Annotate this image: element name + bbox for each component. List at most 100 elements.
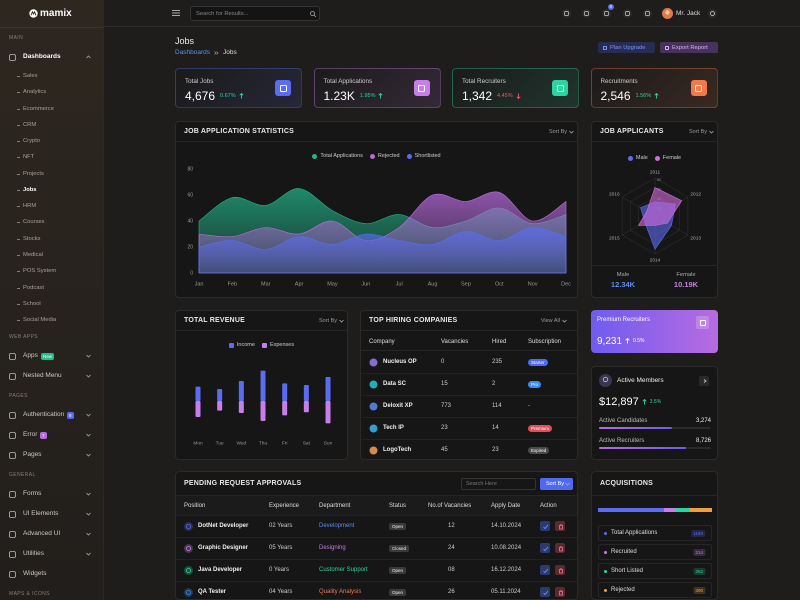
legend-swatch <box>228 342 234 348</box>
bar <box>238 401 244 413</box>
menu-item[interactable]: Dashboards <box>23 53 61 60</box>
card-divider <box>592 495 717 496</box>
submenu-item[interactable]: POS System <box>23 268 57 275</box>
table-header: Vacancies <box>441 339 469 345</box>
chart-card: TOTAL REVENUE Sort By Income Expenses Mon Tue… <box>175 310 348 460</box>
submenu-item[interactable]: Stocks <box>23 235 41 242</box>
vacancies: 24 <box>448 545 455 551</box>
members-icon-bg <box>599 374 612 387</box>
submenu-item[interactable]: Crypto <box>23 138 41 145</box>
action-glyph <box>558 545 563 551</box>
header-button[interactable]: Export Report <box>660 42 718 53</box>
reject-button[interactable] <box>555 587 565 597</box>
trend-arrow <box>642 399 647 405</box>
submenu-item[interactable]: Jobs <box>23 186 37 193</box>
table-header: Hired <box>492 339 507 345</box>
sort-button[interactable]: Sort By <box>548 129 567 135</box>
acquisition-bar-segment <box>663 508 676 512</box>
stat-change: 4.45% <box>497 93 513 99</box>
menu-item[interactable]: Widgets <box>23 570 47 578</box>
menu-item[interactable]: Pages <box>23 451 42 459</box>
breadcrumb-link[interactable]: Dashboards <box>175 49 211 56</box>
menu-item[interactable]: Apps <box>23 352 38 360</box>
menu-item[interactable]: Advanced UI <box>23 530 61 538</box>
view-all-link[interactable]: View All <box>540 318 560 324</box>
menu-item[interactable]: Authentication <box>23 411 65 419</box>
reject-button[interactable] <box>555 543 565 553</box>
submenu-item[interactable]: Projects <box>23 170 44 177</box>
vacancies: 12 <box>448 523 455 529</box>
acquisition-row <box>598 582 712 598</box>
table-search[interactable]: Search Here <box>461 478 536 490</box>
apply-date: 16.12.2024 <box>491 567 522 573</box>
menu-item[interactable]: Forms <box>23 490 42 498</box>
bar <box>282 383 288 401</box>
row-divider <box>361 417 577 418</box>
approve-button[interactable] <box>540 587 550 597</box>
submenu-item[interactable]: Ecommerce <box>23 105 54 112</box>
chevron <box>86 434 91 437</box>
company-logo <box>369 446 378 454</box>
action-icon <box>542 590 548 595</box>
submenu-item[interactable]: Courses <box>23 219 45 226</box>
avatar <box>662 8 673 19</box>
submenu-item[interactable]: Sales <box>23 73 38 79</box>
menu-item[interactable]: UI Elements <box>23 510 59 518</box>
legend-label: Male <box>635 155 648 161</box>
user-name[interactable]: Mr. Jack <box>676 9 701 17</box>
submenu-item[interactable]: HRM <box>23 203 37 210</box>
legend-label: Total Applications <box>320 153 363 159</box>
menu-item[interactable]: Error <box>23 431 38 439</box>
approve-button[interactable] <box>540 565 550 575</box>
reject-button[interactable] <box>555 521 565 531</box>
submenu-item[interactable]: CRM <box>23 121 37 128</box>
reject-button[interactable] <box>555 565 565 575</box>
arrow-icon <box>703 379 707 383</box>
stat-label: Recruitments <box>600 78 638 85</box>
menu-item[interactable]: Utilities <box>23 550 44 558</box>
menu-item[interactable]: Nested Menu <box>23 372 62 380</box>
bar <box>325 401 331 424</box>
table-header-bg <box>176 496 577 516</box>
section-title: GENERAL <box>9 472 36 479</box>
x-tick-label: Tue <box>216 440 224 446</box>
legend-item: Female <box>654 153 681 163</box>
action-glyph <box>558 523 563 529</box>
sort-button[interactable]: Sort By <box>540 478 573 490</box>
submenu-dash <box>17 92 20 94</box>
avatar-face <box>665 10 670 15</box>
search-box[interactable]: Search for Results... <box>190 6 320 21</box>
members-arrow[interactable] <box>699 376 709 386</box>
stat-change: 1.95% <box>359 93 376 99</box>
chevron <box>569 130 574 134</box>
bar <box>260 370 266 401</box>
acquisition-value: 262 <box>693 567 705 575</box>
progress-track <box>599 427 711 429</box>
approve-button[interactable] <box>540 521 550 531</box>
header-button[interactable]: Plan Upgrade <box>598 42 655 53</box>
x-tick-label: May <box>327 281 338 287</box>
submenu-item[interactable]: Podcast <box>23 284 44 291</box>
subscription: Expired <box>528 446 550 454</box>
trend-arrow <box>625 338 630 344</box>
approve-button[interactable] <box>540 543 550 553</box>
submenu-item[interactable]: Medical <box>23 251 43 258</box>
subscription: - <box>528 403 530 409</box>
chevron-icon <box>86 553 91 556</box>
sort-button[interactable]: Sort By <box>318 318 337 324</box>
company-name: Tech IP <box>383 425 404 431</box>
chevron-icon <box>86 493 91 496</box>
acquisition-label: Rejected <box>611 587 635 593</box>
submenu-item[interactable]: Analytics <box>23 89 47 96</box>
submenu-item[interactable]: School <box>23 300 41 307</box>
stat-icon-glyph <box>418 84 425 92</box>
position-icon <box>184 543 193 553</box>
submenu-item[interactable]: Social Media <box>23 317 57 324</box>
breadcrumb-separator <box>214 51 219 55</box>
company-name: Deloxit XP <box>383 403 413 409</box>
chevron-icon <box>86 414 91 417</box>
sort-button[interactable]: Sort By <box>688 129 707 135</box>
action-icon <box>558 545 563 551</box>
status: Open <box>389 566 407 574</box>
submenu-item[interactable]: NFT <box>23 154 35 161</box>
